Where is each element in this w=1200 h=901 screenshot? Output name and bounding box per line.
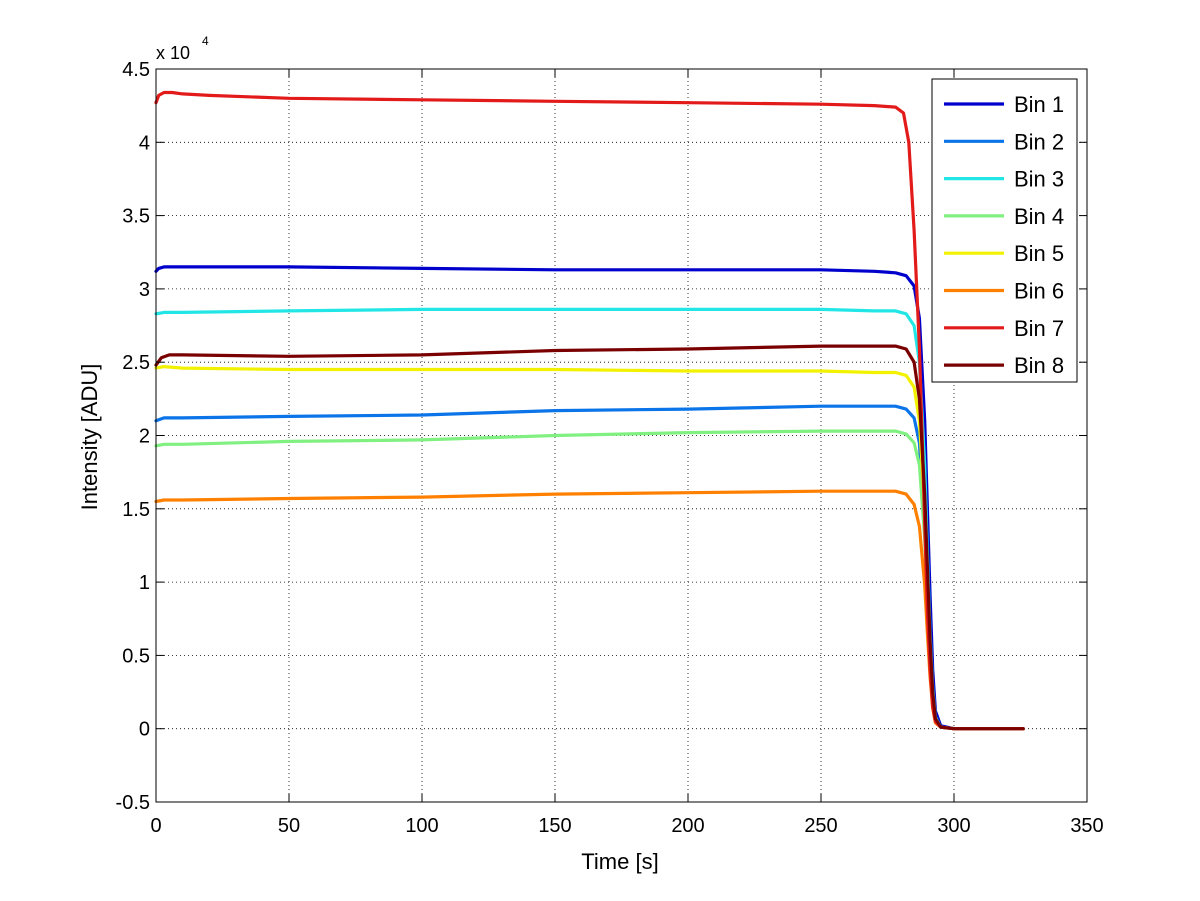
- y-tick-labels: -0.5 0 0.5 1 1.5 2 2.5 3 3.5 4 4.5: [116, 59, 150, 814]
- x-tick-label: 100: [405, 815, 438, 837]
- y-tick-label: 1.5: [122, 499, 150, 521]
- legend-label: Bin 4: [1014, 204, 1064, 229]
- x-axis-label: Time [s]: [581, 849, 658, 874]
- exponent-label: x 10 4: [156, 34, 209, 63]
- x-tick-label: 50: [278, 815, 300, 837]
- x-tick-label: 150: [538, 815, 571, 837]
- x-tick-label: 300: [937, 815, 970, 837]
- x-tick-label: 250: [804, 815, 837, 837]
- y-tick-label: 0: [139, 719, 150, 741]
- legend-label: Bin 6: [1014, 279, 1064, 304]
- x-tick-labels: 0 50 100 150 200 250 300 350: [150, 815, 1103, 837]
- exponent-power: 4: [202, 34, 209, 48]
- y-tick-label: -0.5: [116, 792, 150, 814]
- legend-label: Bin 8: [1014, 353, 1064, 378]
- x-tick-label: 350: [1070, 815, 1103, 837]
- x-tick-label: 0: [150, 815, 161, 837]
- y-tick-label: 0.5: [122, 645, 150, 667]
- exponent-base: x 10: [156, 43, 190, 63]
- y-tick-label: 3: [139, 279, 150, 301]
- legend-box: [931, 78, 1078, 383]
- legend-label: Bin 1: [1014, 92, 1064, 117]
- y-tick-label: 4.5: [122, 59, 150, 81]
- legend-label: Bin 7: [1014, 316, 1064, 341]
- y-tick-label: 2.5: [122, 352, 150, 374]
- y-tick-label: 3.5: [122, 206, 150, 228]
- y-axis-label: Intensity [ADU]: [77, 364, 102, 511]
- legend-label: Bin 5: [1014, 241, 1064, 266]
- y-tick-label: 4: [139, 132, 150, 154]
- series-line-bin-8: [154, 344, 1025, 731]
- y-tick-label: 1: [139, 572, 150, 594]
- series-lines: [154, 90, 1025, 731]
- y-tick-label: 2: [139, 426, 150, 448]
- legend-label: Bin 2: [1014, 129, 1064, 154]
- legend: Bin 1 Bin 2 Bin 3 Bin 4 Bin 5 Bin 6 Bin 7 Bin 8: [931, 78, 1078, 383]
- x-tick-label: 200: [671, 815, 704, 837]
- tick-marks: [155, 68, 1088, 803]
- legend-label: Bin 3: [1014, 167, 1064, 192]
